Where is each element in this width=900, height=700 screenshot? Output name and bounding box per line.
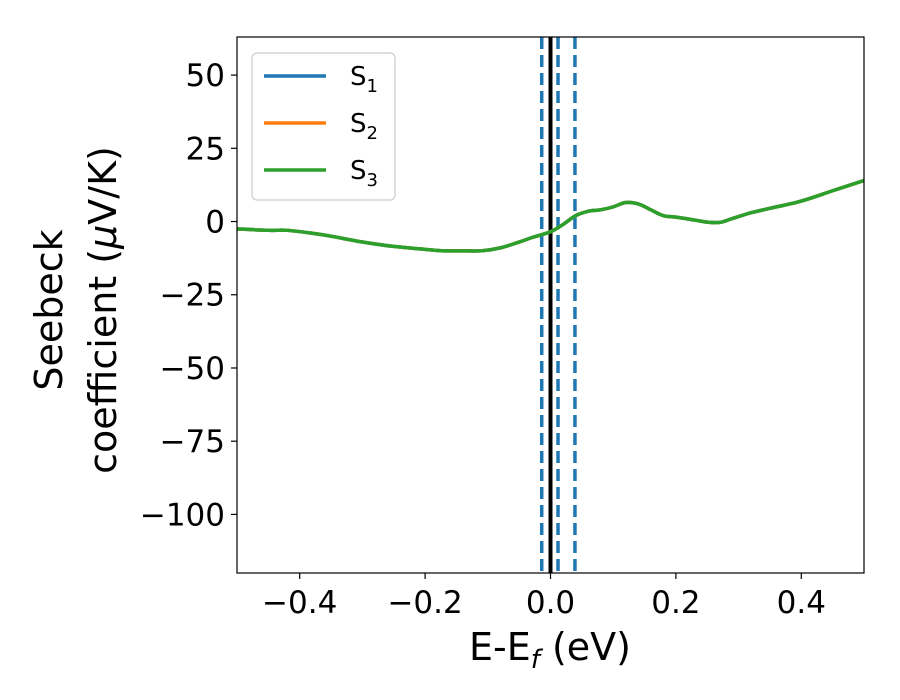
- x-tick-label: 0.0: [526, 585, 575, 621]
- legend-box: [251, 52, 396, 201]
- legend-label-s2: S2: [350, 109, 378, 144]
- x-tick-label: 0.4: [777, 585, 826, 621]
- y-tick-label: 0: [205, 205, 225, 241]
- y-axis-title-line1: Seebeck: [27, 229, 71, 390]
- legend-label-s3: S3: [350, 156, 378, 191]
- y-tick-label: 25: [186, 131, 225, 167]
- x-axis-title: E-Ef (eV): [469, 625, 631, 675]
- series-lines: [237, 178, 864, 253]
- y-axis-title: Seebeck coefficient (μV/K): [27, 146, 125, 474]
- y-tick-label: −100: [140, 497, 225, 533]
- x-tick-label: 0.2: [651, 585, 700, 621]
- y-axis: 50 25 0 −25 −50 −75 −100: [140, 58, 237, 533]
- legend-label-s1: S1: [350, 62, 378, 97]
- series-line-s3: [237, 178, 864, 253]
- x-tick-label: −0.4: [262, 585, 337, 621]
- y-tick-label: −25: [160, 278, 225, 314]
- y-tick-label: −50: [160, 351, 225, 387]
- vertical-lines: [539, 37, 577, 573]
- y-tick-label: −75: [160, 424, 225, 460]
- x-tick-label: −0.2: [387, 585, 462, 621]
- y-axis-title-line2: coefficient (μV/K): [81, 146, 125, 474]
- legend: S1 S2 S3: [251, 52, 396, 201]
- x-axis: −0.4 −0.2 0.0 0.2 0.4: [262, 573, 826, 621]
- y-tick-label: 50: [186, 58, 225, 94]
